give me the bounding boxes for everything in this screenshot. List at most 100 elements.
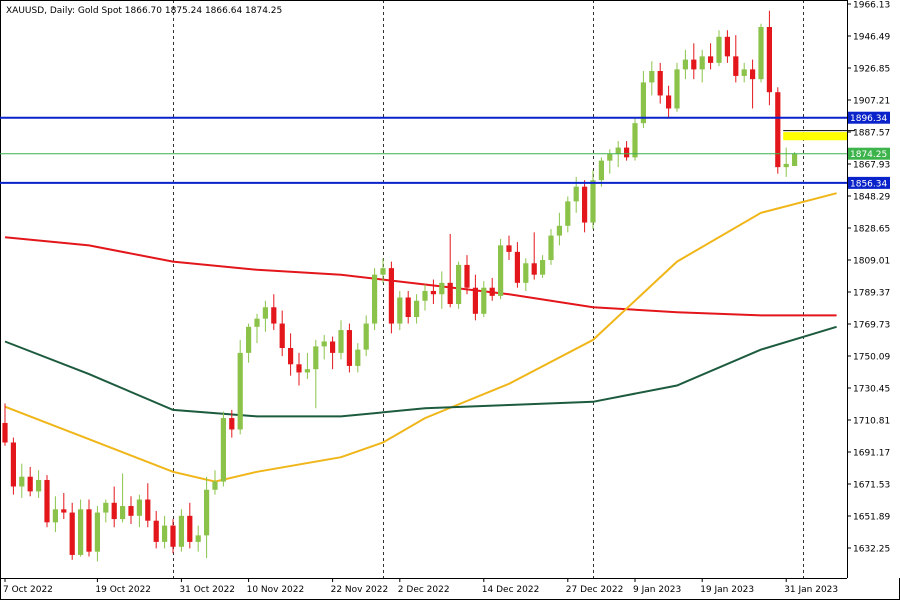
candle-down (153, 510, 159, 549)
instrument: Gold Spot (78, 6, 122, 16)
candle-down (657, 62, 663, 104)
candle-body (195, 535, 201, 542)
candle-body (674, 69, 680, 109)
candle-up (220, 411, 226, 487)
candle-down (514, 242, 520, 288)
candle-up (321, 334, 327, 360)
candle-down (472, 274, 478, 321)
candle-down (128, 496, 134, 524)
candle-body (346, 330, 352, 366)
candle-body (355, 349, 361, 366)
candle-up (178, 509, 184, 552)
candle-down (464, 255, 470, 295)
y-tick-label: 1966.13 (853, 1, 890, 11)
candle-body (640, 82, 646, 124)
candle-down (27, 466, 33, 497)
candle-up (212, 470, 218, 495)
candle-body (128, 506, 134, 516)
candle-body (321, 341, 327, 347)
candle-body (540, 260, 546, 275)
y-tick-label: 1632.25 (853, 545, 890, 555)
x-tick-label: 10 Nov 2022 (247, 585, 305, 595)
candle-body (262, 307, 268, 319)
y-tick-label: 1750.09 (853, 353, 890, 363)
candle-down (691, 43, 697, 80)
candle-up (422, 284, 428, 311)
candle-body (246, 326, 252, 353)
candle-up (304, 352, 310, 379)
x-tick-label: 9 Jan 2023 (633, 585, 681, 595)
y-tick-label: 1691.17 (853, 449, 890, 459)
y-tick-label: 1651.89 (853, 513, 890, 523)
candle-body (523, 263, 529, 283)
price-levels: 1896.34 1856.34 1874.25 (0, 111, 890, 189)
candle-up (674, 62, 680, 112)
candle-body (162, 525, 168, 542)
candle-body (220, 418, 226, 482)
y-tick-label: 1789.37 (853, 289, 890, 299)
candle-up (540, 255, 546, 278)
candle-down (750, 59, 756, 109)
candle-body (178, 515, 184, 547)
candle-body (330, 341, 336, 353)
candle-down (111, 486, 117, 528)
candle-down (666, 85, 672, 119)
moving-average-line (4, 325, 837, 418)
candle-body (582, 186, 588, 223)
candle-up (372, 268, 378, 331)
candle-up (556, 212, 562, 246)
candle-body (472, 287, 478, 314)
candle-body (607, 154, 613, 161)
candle-up (103, 499, 109, 523)
x-tick-label: 2 Dec 2022 (398, 585, 450, 595)
candle-body (313, 346, 319, 370)
price-axis-area (847, 0, 900, 578)
candle-body (86, 509, 92, 552)
candle-down (733, 35, 739, 83)
candle-body (136, 499, 142, 516)
candle-body (288, 348, 294, 365)
candle-down (145, 483, 151, 528)
candle-body (666, 95, 672, 109)
candle-body (296, 364, 302, 373)
candle-down (69, 502, 75, 560)
candle-body (145, 499, 151, 521)
candle-up (523, 258, 529, 291)
candle-body (741, 69, 747, 76)
y-tick-label: 1887.57 (853, 129, 890, 139)
y-tick-label: 1828.65 (853, 225, 890, 235)
candle-body (405, 297, 411, 318)
candle-body (69, 512, 75, 555)
candle-up (52, 496, 58, 533)
candle-up (36, 470, 42, 498)
candle-up (246, 323, 252, 363)
candle-up (632, 118, 638, 161)
y-tick-label: 1710.81 (853, 417, 890, 427)
candle-body (388, 268, 394, 324)
candle-body (372, 274, 378, 324)
candle-up (136, 494, 142, 528)
candle-down (724, 30, 730, 63)
candle-body (187, 515, 193, 542)
candle-body (170, 525, 176, 547)
candle-down (187, 502, 193, 549)
candle-up (204, 476, 210, 559)
candle-up (313, 339, 319, 409)
candle-body (61, 509, 67, 513)
candle-up (548, 229, 554, 265)
candle-up (19, 463, 25, 498)
candle-down (288, 333, 294, 376)
candle-body (271, 307, 277, 324)
candle-body (506, 245, 512, 252)
y-tick-label: 1848.29 (853, 193, 890, 203)
candle-body (699, 56, 705, 70)
candle-up (414, 294, 420, 324)
candle-body (363, 323, 369, 350)
candle-body (682, 59, 688, 70)
candle-down (296, 352, 302, 386)
candle-up (195, 525, 201, 552)
x-tick-label: 14 Dec 2022 (482, 585, 540, 595)
y-tick-label: 1867.93 (853, 161, 890, 171)
candle-body (649, 71, 655, 83)
